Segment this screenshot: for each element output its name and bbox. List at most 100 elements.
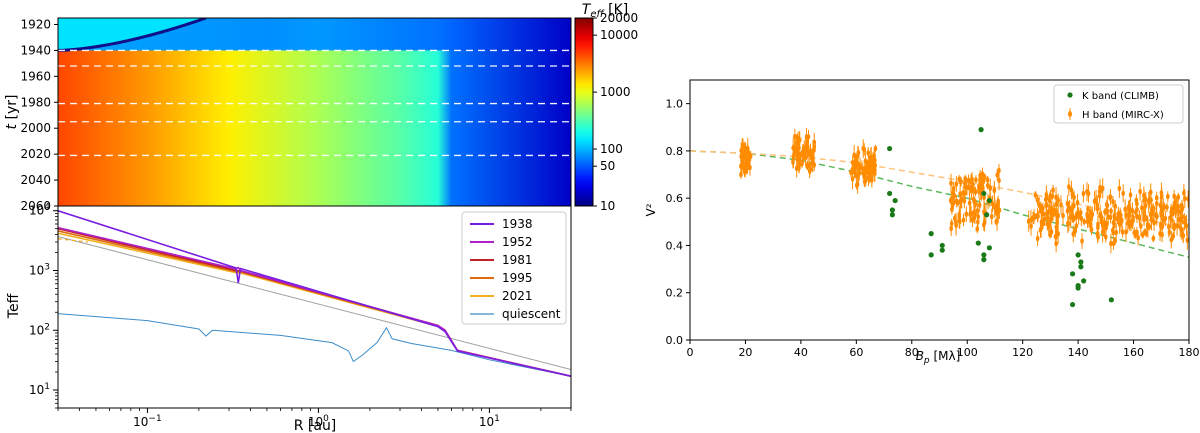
line-legend: 1938 1952 1981 1995 2021 quiescent xyxy=(461,211,567,325)
h-band-point xyxy=(1135,201,1139,207)
h-band-point xyxy=(862,178,867,185)
h-band-point xyxy=(1092,198,1097,205)
h-band-point xyxy=(1139,223,1143,229)
line-legend-label: 2021 xyxy=(502,289,533,303)
scatter-x-axis-label: Bp [Mλ] xyxy=(916,349,961,366)
h-band-point xyxy=(1138,188,1142,195)
k-band-point xyxy=(928,252,934,258)
heatmap-panel: 1920 1940 1960 1980 2000 2020 2040 2060 t [yr] xyxy=(4,17,572,213)
line-frame xyxy=(57,205,572,409)
h-band-point xyxy=(1167,229,1172,235)
h-band-point xyxy=(992,186,997,193)
k-band-point xyxy=(1078,259,1084,265)
h-band-point xyxy=(1148,189,1153,196)
h-band-point xyxy=(1053,233,1058,240)
h-band-point xyxy=(1186,196,1189,202)
h-band-point xyxy=(1081,190,1086,197)
h-band-point xyxy=(868,164,873,170)
h-band-point xyxy=(808,149,812,156)
colorbar-tick-label: 10 xyxy=(600,199,615,213)
h-band-point xyxy=(1074,223,1079,229)
h-band-point xyxy=(1165,193,1170,200)
scatter-y-ticks: 0.0 0.2 0.4 0.6 0.8 1.0 xyxy=(666,98,690,347)
scatter-x-tick-label: 20 xyxy=(738,346,752,359)
h-band-point xyxy=(869,154,873,161)
h-band-point xyxy=(800,161,804,167)
h-band-point xyxy=(1180,202,1184,209)
heatmap-y-tick-label: 2020 xyxy=(20,147,51,161)
scatter-legend-h-label: H band (MIRC-X) xyxy=(1082,110,1164,121)
reference-line-path xyxy=(58,236,571,371)
h-band-point xyxy=(866,149,871,156)
k-band-point xyxy=(975,240,981,246)
h-band-point xyxy=(1144,196,1148,203)
h-band-point xyxy=(1095,202,1100,208)
reference-line xyxy=(58,236,571,371)
scatter-y-tick-label: 0.8 xyxy=(666,145,684,158)
line-x-tick-label: 100 xyxy=(308,414,329,429)
h-band-point xyxy=(1065,200,1070,207)
h-band-point xyxy=(1033,192,1038,198)
h-band-point xyxy=(1069,187,1074,193)
h-band-point xyxy=(1117,185,1122,192)
line-x-tick-exp: 1 xyxy=(494,414,500,424)
h-band-point xyxy=(1169,209,1173,216)
k-band-point xyxy=(1075,252,1081,258)
line-y-tick-base: 10 xyxy=(29,383,44,397)
scatter-x-tick-label: 140 xyxy=(1068,346,1089,359)
h-band-point xyxy=(1061,212,1065,219)
line-legend-label: 1952 xyxy=(502,235,533,249)
h-band-point xyxy=(739,171,743,178)
h-band-point xyxy=(854,154,858,161)
colorbar-bar xyxy=(574,17,594,207)
k-band-point xyxy=(981,252,987,258)
h-band-point xyxy=(997,167,1001,174)
k-band-point xyxy=(892,197,898,204)
h-band-point xyxy=(1049,215,1053,222)
heatmap-heated-wedge xyxy=(58,18,206,51)
h-band-point xyxy=(1120,229,1125,235)
k-band-point xyxy=(986,197,993,204)
h-band-point xyxy=(1136,235,1140,241)
h-band-point xyxy=(1185,237,1189,243)
h-band-point xyxy=(1067,183,1071,190)
scatter-x-tick-label: 180 xyxy=(1179,346,1200,359)
h-band-point xyxy=(1151,235,1156,242)
h-band-point xyxy=(965,184,969,191)
line-legend-label: 1981 xyxy=(502,253,533,267)
h-band-point xyxy=(951,197,955,204)
colorbar-label: Teff [K] xyxy=(582,2,629,20)
h-band-point xyxy=(1026,218,1031,225)
h-band-point xyxy=(1154,194,1159,201)
k-band-point xyxy=(939,242,945,249)
h-band-point xyxy=(1169,236,1174,243)
h-band-point xyxy=(958,191,962,197)
k-band-point xyxy=(1075,285,1081,291)
k-band-point xyxy=(889,207,895,213)
line-y-tick-exp: 1 xyxy=(44,382,50,392)
h-band-point xyxy=(1180,231,1185,238)
k-band-points xyxy=(887,127,1114,308)
h-band-point xyxy=(748,153,753,159)
h-band-point xyxy=(1039,218,1044,225)
heatmap-y-tick-label: 2000 xyxy=(20,121,51,135)
h-band-point xyxy=(1179,226,1184,233)
h-band-point xyxy=(1085,211,1089,218)
h-band-point xyxy=(873,145,878,152)
h-band-point xyxy=(974,177,978,183)
line-series xyxy=(58,209,571,378)
h-band-point xyxy=(795,156,800,163)
h-band-point xyxy=(1049,229,1054,235)
h-band-point xyxy=(957,211,962,218)
h-band-point xyxy=(1044,191,1049,198)
colorbar-tick-label: 50 xyxy=(600,159,615,173)
h-band-point xyxy=(1111,198,1115,205)
h-band-point xyxy=(1071,216,1076,223)
h-band-point xyxy=(803,145,808,152)
h-band-point xyxy=(1124,229,1128,235)
h-band-point xyxy=(997,177,1001,184)
h-band-point xyxy=(1046,208,1051,215)
h-band-point xyxy=(850,176,855,182)
h-band-point xyxy=(952,215,957,222)
